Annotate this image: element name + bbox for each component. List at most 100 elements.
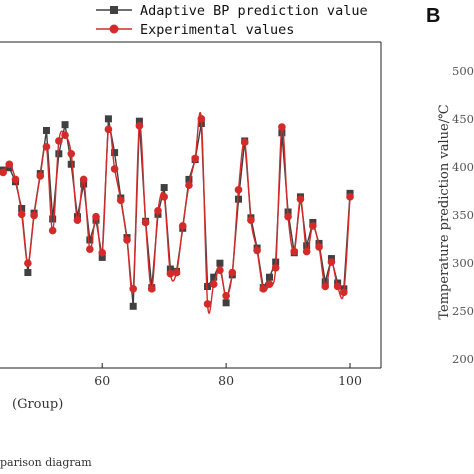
point-predicted-52: [49, 215, 57, 223]
point-experimental-86: [259, 285, 268, 293]
point-experimental-93: [302, 247, 311, 256]
panel-b-y-tick-500: 500: [452, 64, 474, 78]
series-layer: [0, 111, 354, 314]
point-experimental-51: [42, 142, 51, 151]
point-predicted-60: [98, 253, 106, 261]
point-predicted-79: [216, 259, 224, 267]
point-experimental-88: [271, 264, 280, 272]
series-predicted: [0, 115, 354, 310]
point-experimental-89: [278, 123, 286, 131]
point-predicted-53: [55, 150, 63, 158]
point-predicted-65: [129, 302, 137, 310]
x-tick-label-80: 80: [218, 373, 234, 388]
point-predicted-93: [303, 242, 311, 250]
panel-b-y-axis-label: Temperature prediction value/℃: [437, 104, 452, 319]
panel-b-letter: B: [426, 5, 440, 27]
point-experimental-52: [48, 226, 57, 235]
legend-predicted-label: Adaptive BP prediction value: [140, 3, 368, 19]
point-predicted-87: [265, 273, 273, 281]
point-experimental-65: [129, 285, 137, 293]
point-experimental-76: [197, 115, 206, 123]
point-experimental-50: [36, 172, 45, 180]
point-predicted-58: [86, 236, 94, 244]
point-predicted-80: [222, 299, 230, 307]
point-experimental-64: [123, 236, 131, 244]
point-experimental-56: [73, 216, 82, 224]
x-axis-label: (Group): [12, 397, 63, 412]
panel-b-y-tick-200: 200: [452, 352, 474, 366]
point-experimental-62: [110, 165, 119, 173]
point-predicted-74: [185, 175, 193, 183]
point-predicted-51: [42, 126, 50, 134]
x-axis-ticks: 60 80 100: [94, 363, 362, 388]
panel-b-y-tick-350: 350: [452, 208, 474, 222]
legend: Adaptive BP prediction value Experimenta…: [96, 3, 368, 38]
point-experimental-100: [346, 193, 354, 201]
point-experimental-97: [327, 258, 336, 266]
panel-b-y-tick-250: 250: [452, 304, 474, 318]
point-experimental-83: [240, 138, 249, 146]
point-experimental-80: [222, 292, 230, 300]
point-predicted-70: [160, 184, 168, 192]
point-predicted-96: [321, 278, 329, 286]
point-experimental-84: [247, 216, 255, 224]
point-experimental-73: [178, 222, 187, 230]
point-experimental-53: [55, 137, 63, 145]
point-experimental-71: [166, 269, 175, 278]
point-predicted-66: [135, 117, 143, 125]
point-experimental-66: [135, 122, 144, 130]
point-experimental-78: [209, 280, 218, 288]
point-experimental-44: [0, 168, 7, 177]
point-experimental-61: [104, 125, 113, 134]
point-experimental-67: [141, 218, 150, 227]
series-experimental: [0, 111, 354, 314]
legend-predicted-marker: [110, 6, 118, 14]
point-predicted-78: [210, 273, 218, 281]
point-experimental-57: [79, 175, 88, 184]
point-experimental-81: [228, 268, 237, 277]
figure-caption: parison diagram: [0, 456, 92, 469]
panel-b-y-tick-400: 400: [452, 160, 474, 174]
point-predicted-57: [80, 180, 88, 188]
point-predicted-61: [104, 115, 112, 123]
panel-b-y-tick-450: 450: [452, 112, 474, 126]
point-predicted-54: [61, 121, 69, 129]
point-experimental-85: [253, 246, 261, 255]
point-experimental-99: [340, 288, 348, 297]
point-experimental-54: [61, 131, 69, 139]
panel-b-y-ticks: 500 450 400 350 300 250 200: [452, 64, 474, 366]
legend-experimental-marker: [109, 24, 119, 34]
point-experimental-60: [98, 248, 107, 257]
point-predicted-82: [235, 195, 243, 203]
point-experimental-95: [315, 243, 323, 251]
point-experimental-94: [309, 222, 317, 230]
series-line-experimental: [2, 111, 351, 314]
panel-b-y-tick-300: 300: [452, 256, 474, 270]
x-tick-label-60: 60: [94, 373, 110, 388]
point-experimental-87: [265, 280, 274, 288]
point-experimental-70: [160, 193, 168, 201]
point-experimental-91: [290, 247, 299, 256]
point-experimental-49: [30, 211, 38, 220]
legend-experimental-label: Experimental values: [140, 22, 294, 38]
point-experimental-55: [67, 149, 76, 158]
point-experimental-59: [92, 212, 100, 221]
point-experimental-96: [321, 282, 330, 291]
panel-b: B Temperature prediction value/℃ 500 450 4…: [426, 5, 474, 366]
point-experimental-63: [117, 196, 125, 205]
point-experimental-45: [5, 160, 14, 169]
x-tick-label-100: 100: [338, 373, 362, 388]
point-experimental-92: [296, 195, 305, 203]
point-experimental-90: [284, 212, 292, 221]
point-experimental-47: [17, 210, 26, 219]
point-experimental-72: [172, 268, 181, 277]
point-experimental-74: [185, 181, 193, 190]
point-experimental-46: [11, 175, 20, 184]
point-predicted-55: [67, 160, 75, 168]
point-experimental-77: [203, 300, 212, 308]
point-experimental-79: [216, 266, 224, 275]
point-experimental-68: [147, 285, 156, 293]
point-experimental-98: [333, 282, 342, 291]
point-predicted-77: [204, 283, 212, 290]
